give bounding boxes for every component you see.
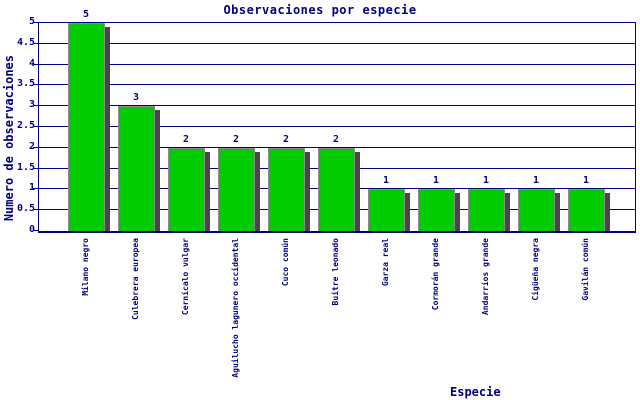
x-axis-title: Especie: [450, 385, 501, 399]
bar-shadow: [355, 152, 360, 231]
x-category-label: Gavilán común: [581, 238, 590, 301]
y-tick-label: 1.5: [16, 162, 35, 173]
x-category-label: Cernícalo vulgar: [181, 238, 190, 316]
x-category-label: Garza real: [381, 238, 390, 287]
bar-value-label: 2: [182, 134, 190, 145]
y-axis-tick: [33, 84, 38, 85]
bar-shadow: [255, 152, 260, 231]
gridline: [39, 147, 635, 148]
bar-value-label: 2: [282, 134, 290, 145]
gridline: [39, 84, 635, 85]
x-category-label: Culebrera europea: [131, 238, 140, 320]
x-category-label: Andarríos grande: [481, 238, 490, 316]
bar: [168, 148, 205, 231]
x-category-label: Cuco común: [281, 238, 290, 287]
plot-area: 5 3 2 2 2 2 1 1 1 1 1: [38, 9, 636, 233]
bar: [568, 189, 605, 231]
y-tick-label: 3.5: [16, 78, 35, 89]
y-tick-label: 2: [28, 141, 35, 152]
y-tick-label: 4.5: [16, 37, 35, 48]
bar: [268, 148, 305, 231]
bar-value-label: 2: [332, 134, 340, 145]
x-category-label: Cigüeña negra: [531, 238, 540, 301]
gridline: [39, 64, 635, 65]
x-category-label: Cormorán grande: [431, 238, 440, 311]
bar-shadow: [455, 193, 460, 231]
y-axis-tick: [33, 22, 38, 23]
y-axis-tick: [33, 168, 38, 169]
bar-shadow: [555, 193, 560, 231]
bar-value-label: 5: [82, 9, 90, 20]
y-axis-tick: [33, 43, 38, 44]
bar-value-label: 1: [382, 175, 390, 186]
bar: [218, 148, 255, 231]
y-tick-label: 0.5: [16, 203, 35, 214]
bar: [68, 23, 105, 231]
gridline: [39, 43, 635, 44]
bar-shadow: [505, 193, 510, 231]
y-axis-tick: [33, 209, 38, 210]
y-tick-label: 5: [28, 16, 35, 27]
bar: [368, 189, 405, 231]
y-axis-tick: [33, 64, 38, 65]
y-tick-label: 0: [28, 224, 35, 235]
bar-value-label: 2: [232, 134, 240, 145]
bar: [468, 189, 505, 231]
bar: [518, 189, 555, 231]
chart-title: Observaciones por especie: [223, 3, 417, 17]
y-axis-tick: [33, 126, 38, 127]
y-tick-label: 1: [28, 182, 35, 193]
y-axis-tick: [33, 188, 38, 189]
x-category-label: Buitre leonado: [331, 238, 340, 306]
y-tick-label: 4: [28, 58, 35, 69]
gridline: [39, 126, 635, 127]
y-axis-tick: [33, 105, 38, 106]
y-tick-label: 2.5: [16, 120, 35, 131]
x-category-label: Aguilucho lagunero occidental: [231, 238, 240, 378]
bar-shadow: [605, 193, 610, 231]
bar: [418, 189, 455, 231]
bar-value-label: 1: [532, 175, 540, 186]
x-category-label: Milano negro: [81, 238, 90, 296]
bar-shadow: [155, 110, 160, 231]
bar-shadow: [205, 152, 210, 231]
bar-value-label: 1: [582, 175, 590, 186]
bar-shadow: [405, 193, 410, 231]
y-axis-tick: [33, 147, 38, 148]
y-tick-label: 3: [28, 99, 35, 110]
bar-shadow: [105, 27, 110, 231]
bar-value-label: 3: [132, 92, 140, 103]
bar-value-label: 1: [482, 175, 490, 186]
gridline: [39, 105, 635, 106]
y-axis-tick: [33, 230, 38, 231]
bar: [318, 148, 355, 231]
bar-value-label: 1: [432, 175, 440, 186]
bar: [118, 106, 155, 231]
bar-shadow: [305, 152, 310, 231]
